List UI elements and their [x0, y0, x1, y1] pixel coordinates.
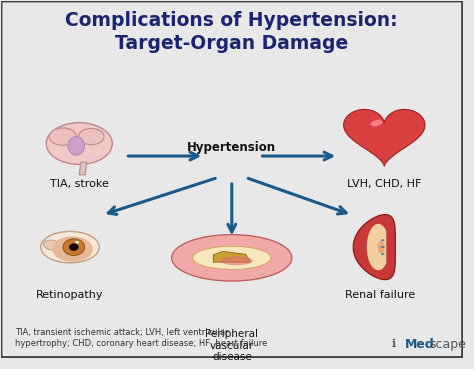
- Text: TIA, stroke: TIA, stroke: [50, 179, 109, 189]
- Ellipse shape: [63, 239, 85, 255]
- Text: LVH, CHD, HF: LVH, CHD, HF: [347, 179, 421, 189]
- Ellipse shape: [46, 123, 112, 165]
- Polygon shape: [344, 110, 425, 166]
- Ellipse shape: [381, 246, 384, 248]
- Text: scape: scape: [429, 338, 466, 351]
- Text: Renal failure: Renal failure: [345, 290, 415, 300]
- Text: Hypertension: Hypertension: [187, 141, 276, 154]
- Ellipse shape: [41, 231, 99, 263]
- Text: Complications of Hypertension:: Complications of Hypertension:: [65, 11, 398, 30]
- Text: Peripheral
vascular
disease: Peripheral vascular disease: [205, 329, 258, 362]
- Ellipse shape: [371, 120, 383, 126]
- Ellipse shape: [79, 128, 104, 145]
- Ellipse shape: [68, 137, 84, 155]
- Ellipse shape: [381, 239, 384, 241]
- Ellipse shape: [52, 236, 93, 262]
- Polygon shape: [367, 224, 386, 270]
- Text: Retinopathy: Retinopathy: [36, 290, 104, 300]
- Ellipse shape: [193, 246, 271, 269]
- Text: TIA, transient ischemic attack; LVH, left ventricular
hypertrophy; CHD, coronary: TIA, transient ischemic attack; LVH, lef…: [15, 328, 267, 348]
- Ellipse shape: [49, 128, 76, 145]
- Ellipse shape: [172, 235, 292, 281]
- FancyBboxPatch shape: [0, 1, 463, 358]
- Ellipse shape: [69, 244, 79, 251]
- Ellipse shape: [75, 241, 79, 244]
- Ellipse shape: [377, 241, 385, 254]
- Text: ℹ: ℹ: [391, 339, 395, 349]
- Ellipse shape: [381, 253, 384, 255]
- Text: Target-Organ Damage: Target-Organ Damage: [115, 34, 348, 53]
- Ellipse shape: [220, 256, 253, 265]
- Polygon shape: [353, 215, 395, 280]
- Polygon shape: [213, 251, 250, 262]
- Text: Med: Med: [405, 338, 435, 351]
- Polygon shape: [79, 162, 87, 175]
- Ellipse shape: [44, 240, 61, 250]
